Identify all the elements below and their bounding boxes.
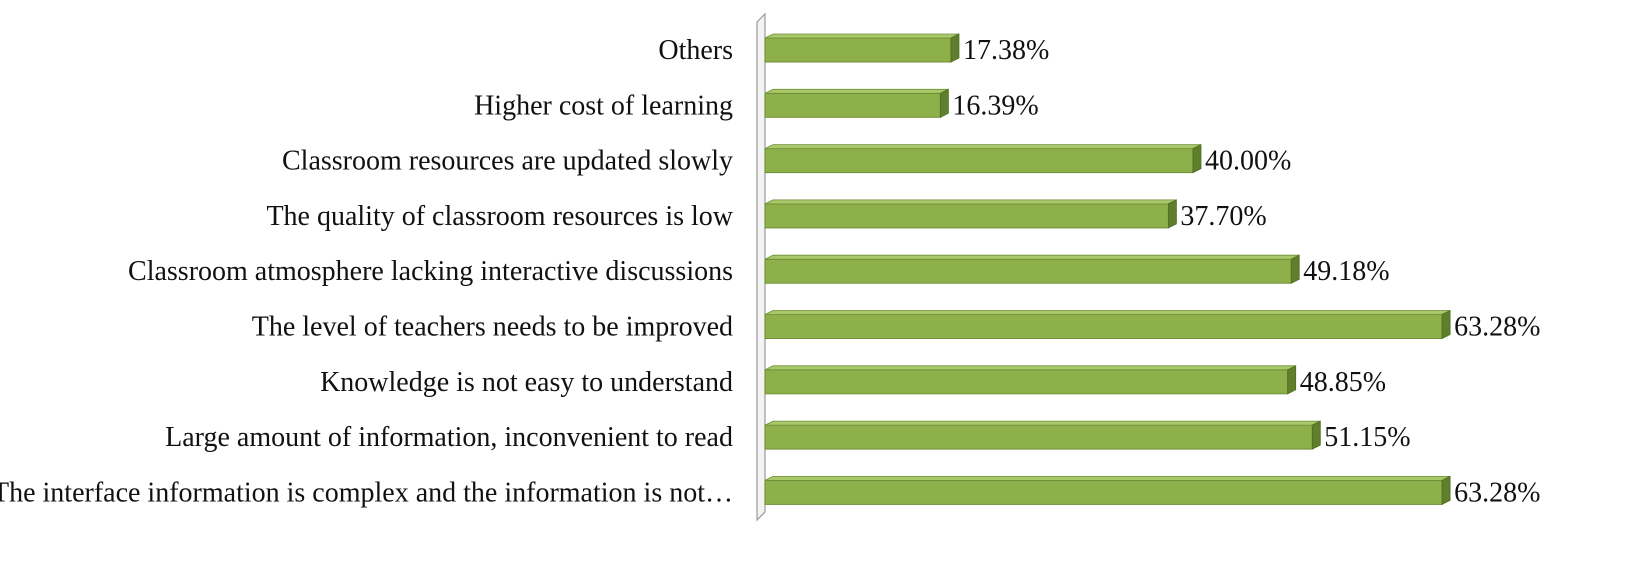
- bar-end-face: [1441, 309, 1451, 340]
- bar-top-face: [764, 33, 960, 39]
- bar-end-face: [1311, 420, 1321, 450]
- bar: [764, 424, 1313, 450]
- value-label: 37.70%: [1180, 201, 1266, 232]
- value-label: 16.39%: [952, 90, 1038, 121]
- value-label: 51.15%: [1324, 422, 1410, 453]
- category-label: Large amount of information, inconvenien…: [165, 422, 733, 453]
- bar-top-face: [764, 254, 1300, 260]
- category-label: The quality of classroom resources is lo…: [266, 201, 733, 232]
- value-label: 40.00%: [1205, 146, 1291, 177]
- bar: [764, 37, 952, 63]
- value-label: 49.18%: [1303, 256, 1389, 287]
- category-label: Classroom atmosphere lacking interactive…: [128, 256, 733, 287]
- bar-end-face: [1441, 475, 1451, 506]
- category-label: Others: [658, 35, 733, 66]
- bar-end-face: [939, 88, 949, 118]
- bar-end-face: [1192, 143, 1202, 174]
- bar-top-face: [764, 310, 1451, 315]
- labels: Others 17.38% Higher cost of learning 16.39…: [0, 35, 1540, 508]
- bar-top-face: [764, 88, 949, 94]
- bar: [764, 479, 1443, 505]
- category-label: Higher cost of learning: [474, 90, 733, 121]
- category-axis: [756, 12, 766, 522]
- bar: [764, 92, 941, 118]
- value-label: 63.28%: [1454, 477, 1540, 508]
- value-label: 17.38%: [963, 35, 1049, 66]
- bar-end-face: [950, 33, 960, 63]
- bar-top-face: [764, 365, 1296, 371]
- bar-end-face: [1290, 254, 1300, 284]
- bar-end-face: [1287, 365, 1297, 395]
- category-label: Knowledge is not easy to understand: [320, 367, 733, 398]
- bar: [764, 314, 1443, 339]
- bar: [764, 203, 1169, 229]
- value-label: 48.85%: [1300, 367, 1386, 398]
- bar-end-face: [1167, 199, 1177, 229]
- axis-wall: [756, 12, 766, 522]
- category-label: The interface information is complex and…: [0, 477, 733, 508]
- bar-top-face: [764, 144, 1202, 150]
- category-label: Classroom resources are updated slowly: [282, 146, 733, 177]
- bar: [764, 148, 1194, 174]
- bar-top-face: [764, 475, 1451, 481]
- category-label: The level of teachers needs to be improv…: [252, 312, 733, 343]
- bar: [764, 258, 1292, 284]
- bars: [764, 33, 1451, 506]
- bar: [764, 369, 1289, 395]
- bar-top-face: [764, 199, 1177, 205]
- bar-top-face: [764, 420, 1321, 426]
- value-label: 63.28%: [1454, 312, 1540, 343]
